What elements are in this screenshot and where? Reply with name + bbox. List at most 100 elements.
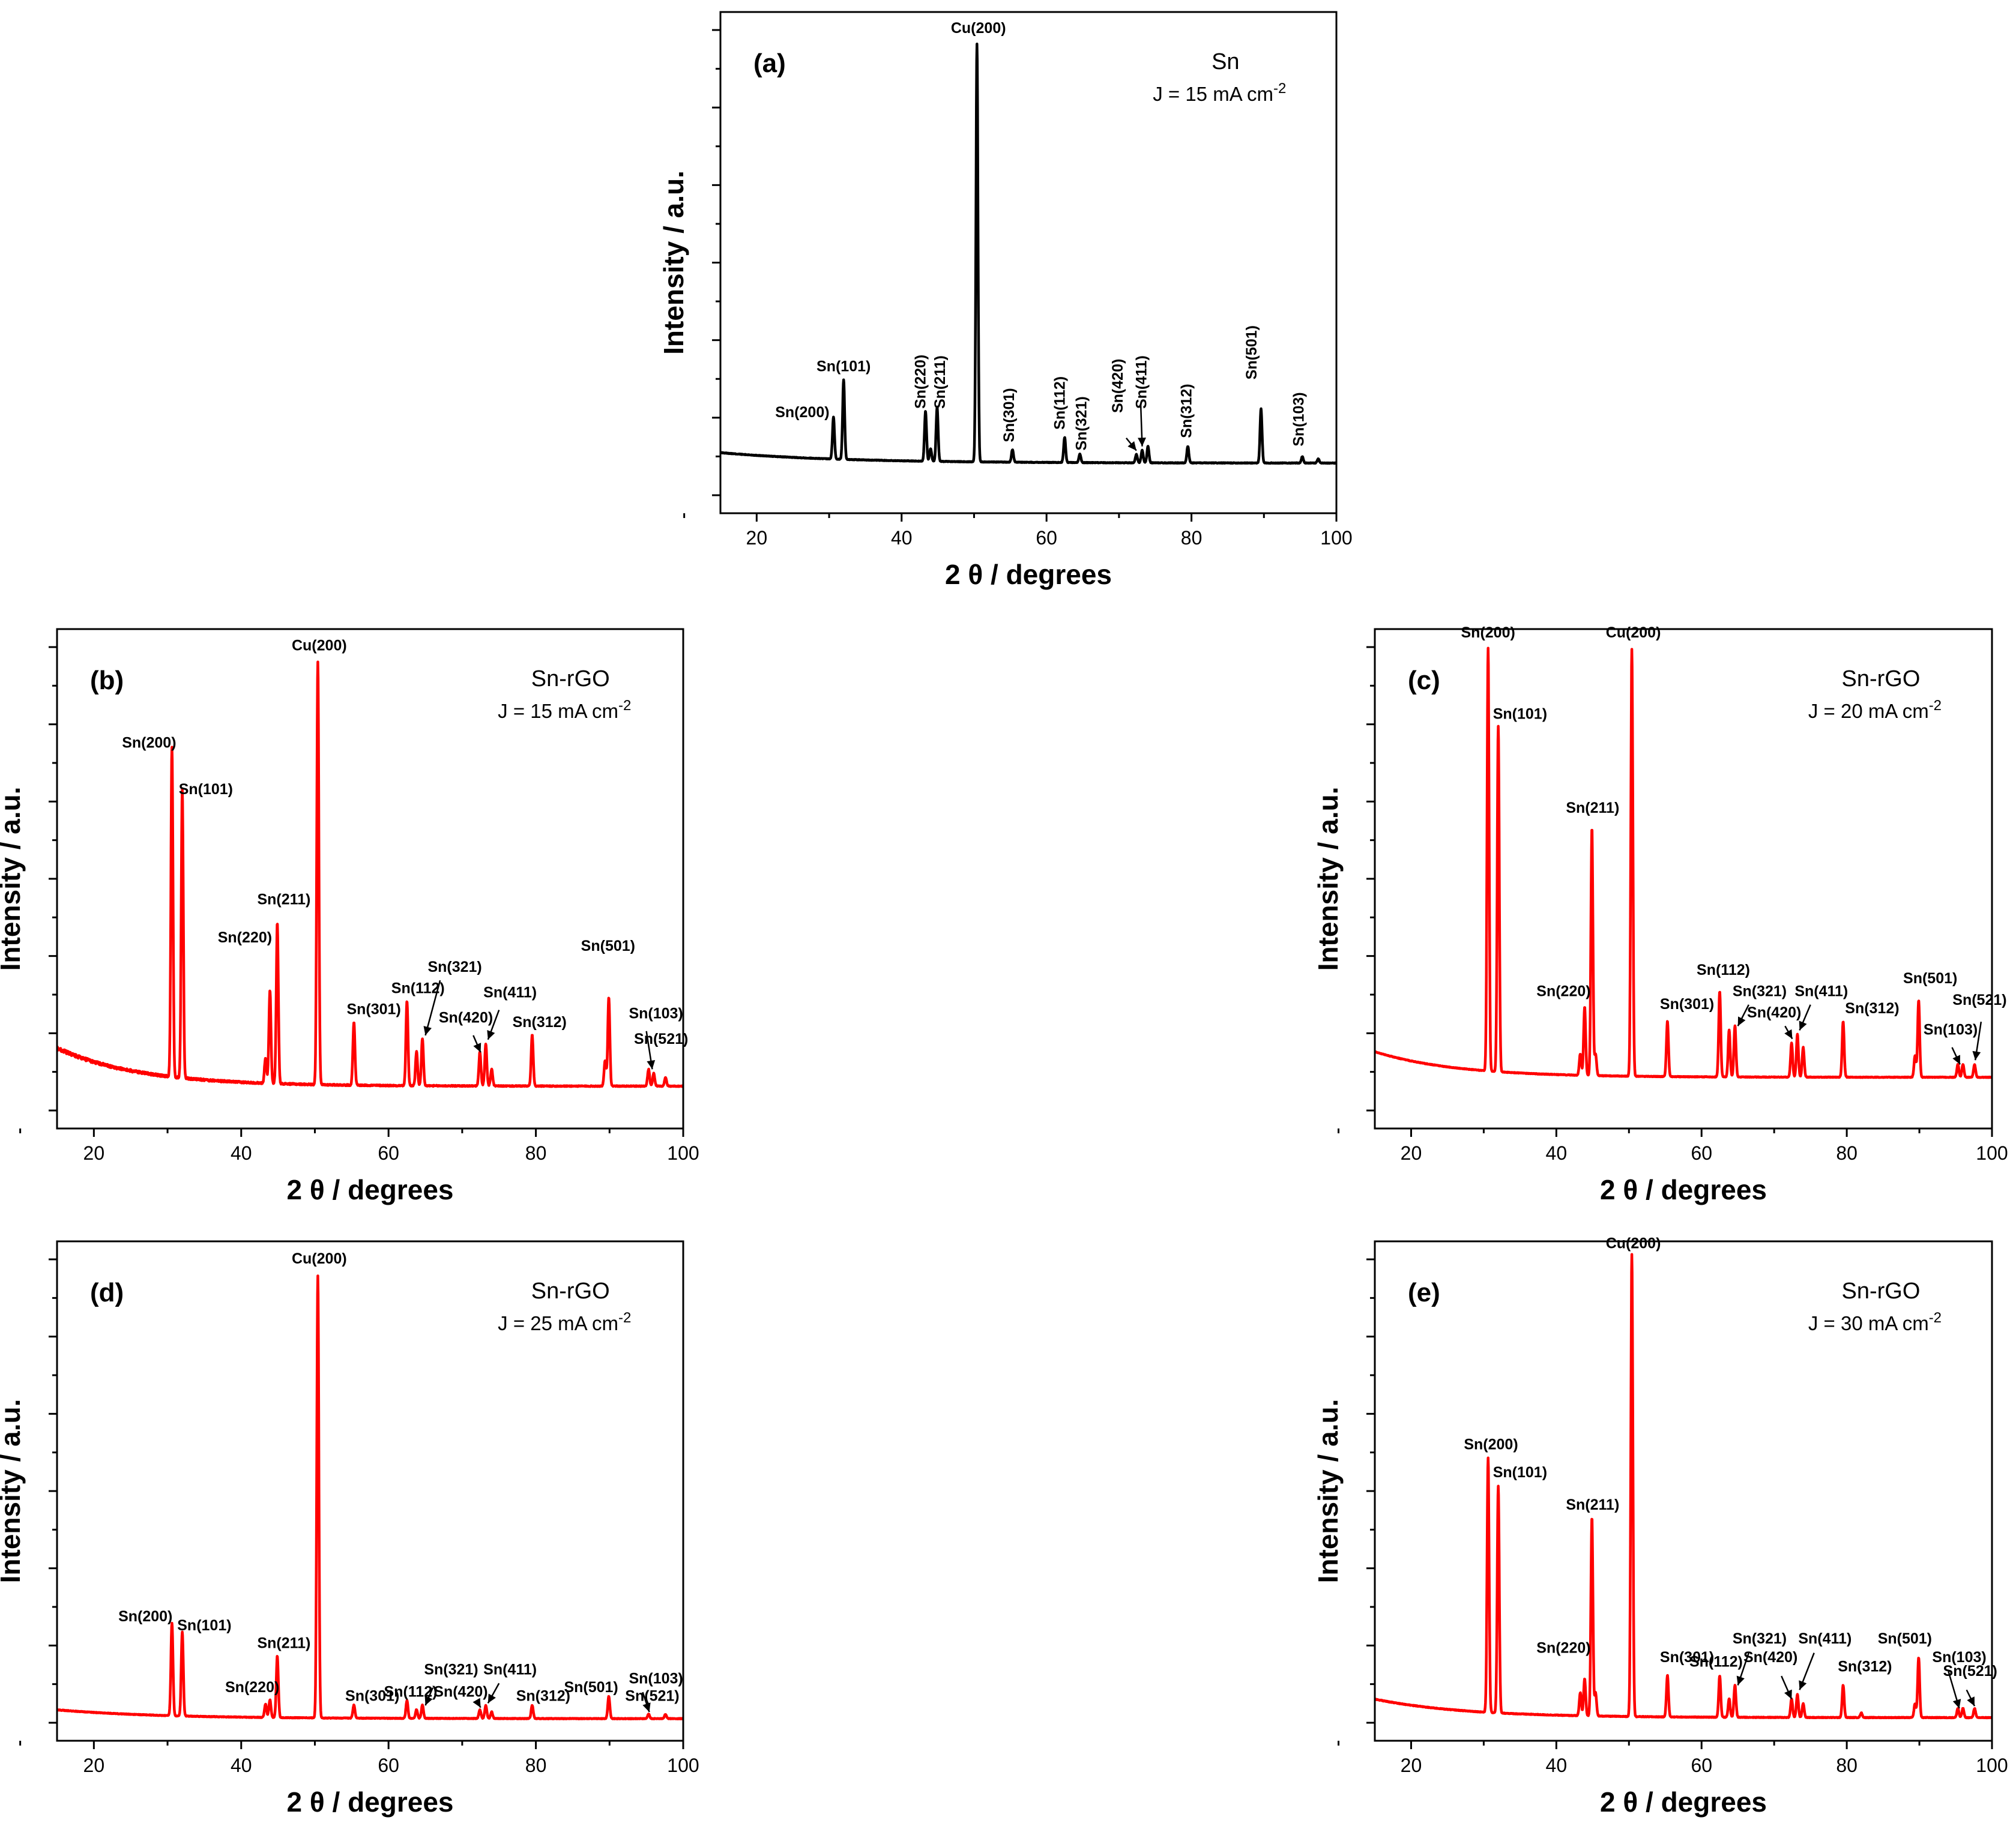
panel-label: (b) (90, 666, 124, 695)
x-axis-title: 2 θ / degrees (1600, 1786, 1767, 1818)
peak-label: Sn(411) (483, 984, 537, 1001)
peak-label: Sn(101) (816, 358, 871, 375)
peak-label: Sn(103) (1924, 1022, 1978, 1038)
x-tick-label: 40 (1546, 1142, 1568, 1164)
x-tick-label: 100 (667, 1142, 699, 1164)
peak-label: Sn(103) (629, 1670, 683, 1687)
x-tick-label: 60 (378, 1755, 399, 1776)
panel-label: (d) (90, 1278, 124, 1307)
peak-label: Sn(220) (1536, 1640, 1590, 1657)
x-tick-label: 80 (525, 1755, 547, 1776)
peak-label: Sn(211) (932, 355, 949, 409)
peak-label: Sn(200) (122, 734, 176, 751)
panel-label: (a) (753, 49, 786, 78)
y-axis-title: Intensity / a.u. (1312, 1399, 1344, 1583)
annotation-arrowhead (487, 1030, 495, 1040)
y-axis-title: Intensity / a.u. (658, 170, 689, 355)
peak-label: Sn(411) (1798, 1630, 1852, 1647)
x-tick-label: 60 (1691, 1755, 1712, 1776)
x-tick-label: 20 (83, 1142, 105, 1164)
peak-label: Sn(411) (1794, 983, 1848, 1000)
peak-label: Cu(200) (951, 20, 1006, 37)
x-tick-label: 60 (1036, 527, 1057, 549)
peak-label: Sn(411) (483, 1662, 537, 1678)
panel-label: (c) (1408, 666, 1440, 695)
peak-label: Sn(420) (439, 1010, 493, 1026)
x-axis-title: 2 θ / degrees (945, 559, 1112, 590)
peak-label: Sn(211) (1566, 1496, 1619, 1513)
annotation-arrowhead (1784, 1029, 1793, 1039)
sample-name: Sn-rGO (1842, 1279, 1921, 1304)
annotation-arrowhead (1784, 1689, 1792, 1699)
x-tick-label: 100 (667, 1755, 699, 1776)
peak-label: Sn(521) (1943, 1663, 1997, 1680)
peak-label: Sn(321) (424, 1662, 478, 1678)
sample-name: Sn-rGO (531, 1279, 610, 1304)
x-tick-label: 80 (1836, 1755, 1858, 1776)
x-tick-label: 40 (231, 1142, 252, 1164)
annotation-arrowhead (1737, 1016, 1746, 1026)
xrd-panel-a: 20 40 60 80 100 2 θ / degrees Intensity / a.u.… (658, 11, 1353, 590)
peak-label: Sn(211) (1566, 800, 1619, 816)
peak-label: Sn(101) (1493, 1464, 1547, 1481)
x-axis-title: 2 θ / degrees (287, 1174, 454, 1205)
peak-label: Sn(420) (1747, 1004, 1801, 1021)
x-tick-label: 40 (1546, 1755, 1568, 1776)
peak-label: Sn(321) (1733, 1630, 1787, 1647)
peak-label: Sn(103) (1932, 1649, 1986, 1666)
x-axis-title: 2 θ / degrees (287, 1786, 454, 1818)
panel-label: (e) (1408, 1278, 1440, 1307)
peak-label: Sn(103) (1291, 392, 1308, 446)
x-tick-label: 80 (525, 1142, 547, 1164)
current-density-label: J = 30 mA cm-2 (1808, 1310, 1942, 1335)
x-axis-title: 2 θ / degrees (1600, 1174, 1767, 1205)
sample-name: Sn-rGO (531, 666, 610, 692)
peak-label: Sn(220) (225, 1679, 279, 1696)
peak-label: Sn(501) (1903, 970, 1957, 987)
peak-label: Sn(301) (1660, 1649, 1714, 1666)
annotation-arrowhead (423, 1026, 432, 1035)
annotation-arrowhead (424, 1696, 433, 1706)
peak-label: Cu(200) (292, 1250, 347, 1267)
annotation-arrowhead (647, 1059, 656, 1070)
peak-label: Sn(200) (118, 1608, 172, 1625)
xrd-panel-e: 20 40 60 80 100 2 θ / degrees Intensity / a.u.… (1312, 1235, 2008, 1818)
current-density-label: J = 25 mA cm-2 (498, 1310, 631, 1335)
diffraction-series-line (1375, 1253, 1992, 1720)
peak-label: Sn(321) (1733, 983, 1787, 1000)
peak-label: Sn(200) (775, 404, 829, 421)
annotation-arrowhead (1952, 1699, 1961, 1709)
peak-label: Sn(101) (1493, 705, 1547, 722)
peak-label: Cu(200) (1606, 624, 1661, 641)
x-tick-label: 40 (231, 1755, 252, 1776)
xrd-panel-b: 20 40 60 80 100 2 θ / degrees Intensity / a.u.… (0, 628, 699, 1205)
current-density-label: J = 20 mA cm-2 (1808, 698, 1942, 723)
x-tick-label: 80 (1836, 1142, 1858, 1164)
peak-label: Sn(411) (1133, 355, 1150, 409)
peak-label: Sn(312) (1838, 1658, 1892, 1675)
y-axis-title: Intensity / a.u. (1312, 787, 1344, 971)
x-tick-label: 40 (891, 527, 913, 549)
x-tick-label: 100 (1320, 527, 1352, 549)
annotation-arrow (424, 980, 441, 1036)
peak-label: Sn(301) (345, 1688, 399, 1705)
annotation-arrowhead (642, 1702, 651, 1713)
peak-label: Sn(200) (1464, 1436, 1518, 1453)
peak-label: Sn(312) (516, 1688, 570, 1705)
diffraction-series-line (720, 43, 1336, 465)
x-tick-label: 60 (1691, 1142, 1712, 1164)
annotation-arrowhead (1799, 1680, 1807, 1690)
x-tick-label: 60 (378, 1142, 399, 1164)
diffraction-series-line (57, 1274, 683, 1720)
diffraction-series-line (57, 660, 683, 1088)
sample-name: Sn (1212, 49, 1239, 74)
annotation-arrowhead (472, 1698, 481, 1708)
current-density-label: J = 15 mA cm-2 (498, 698, 631, 723)
peak-label: Sn(321) (427, 959, 481, 975)
peak-label: Sn(420) (1109, 359, 1126, 413)
current-density-label: J = 15 mA cm-2 (1153, 80, 1286, 106)
x-tick-label: 100 (1976, 1755, 2008, 1776)
sample-name: Sn-rGO (1842, 666, 1921, 692)
peak-label: Sn(220) (913, 355, 929, 409)
x-tick-label: 20 (1401, 1142, 1422, 1164)
